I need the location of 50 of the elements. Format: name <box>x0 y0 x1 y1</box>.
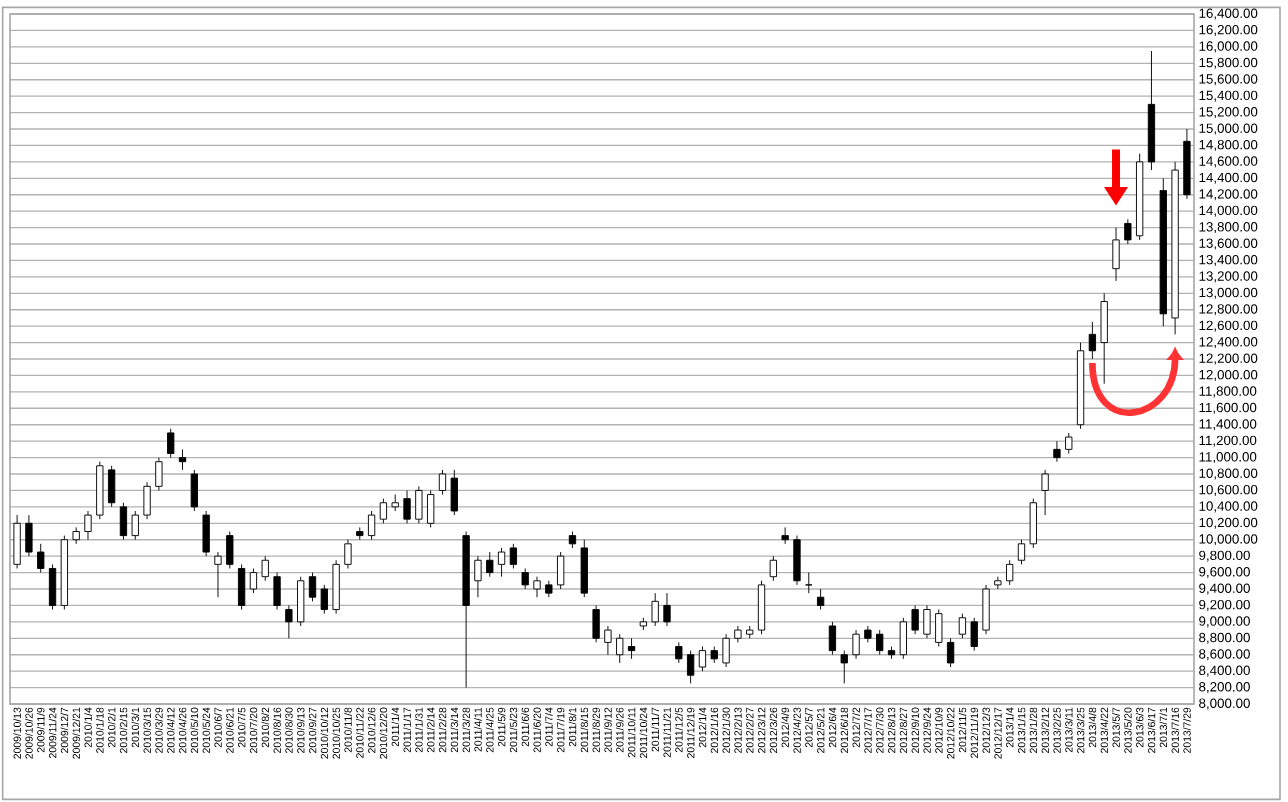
candlestick <box>486 551 494 578</box>
candlestick <box>356 526 364 541</box>
candlestick <box>415 485 423 524</box>
candlestick <box>923 604 931 639</box>
candlestick <box>178 448 187 471</box>
candlestick <box>1088 321 1097 360</box>
candlestick <box>1112 227 1120 282</box>
candlestick <box>604 625 612 656</box>
candlestick <box>155 457 163 491</box>
candlestick <box>616 633 624 664</box>
candlestick <box>344 539 352 569</box>
candlestick <box>994 576 1002 590</box>
candlestick <box>84 510 92 541</box>
candlestick <box>462 531 470 689</box>
candlestick <box>816 588 825 611</box>
candlestick <box>793 535 801 586</box>
candlestick <box>533 576 541 598</box>
candlestick <box>1041 469 1049 516</box>
candlestick <box>273 572 281 611</box>
candlestick <box>1100 292 1108 385</box>
candlestick <box>1183 128 1191 200</box>
candlestick <box>25 514 33 557</box>
candlestick <box>627 637 636 660</box>
candlestick <box>876 629 884 656</box>
candlestick <box>1171 161 1179 335</box>
candlestick <box>285 604 293 639</box>
candlestick <box>864 625 872 643</box>
candlestick <box>1053 440 1061 463</box>
candlestick <box>143 481 151 520</box>
candlestick <box>261 555 269 582</box>
candlestick <box>781 526 789 545</box>
candlestick <box>1006 559 1014 586</box>
candlestick <box>852 629 860 660</box>
candlestick <box>237 563 246 611</box>
candlestick <box>911 604 919 635</box>
candlestick <box>722 633 730 668</box>
candlestick <box>663 592 671 627</box>
candlestick <box>48 563 57 611</box>
candlestick <box>332 559 340 615</box>
candlestick <box>474 555 482 598</box>
candlestick <box>769 555 777 582</box>
candlestick <box>1159 177 1167 327</box>
candlestick <box>72 526 80 545</box>
candlestick <box>982 584 990 635</box>
candlestick <box>675 641 683 664</box>
candlestick <box>13 514 21 569</box>
candlestick <box>214 551 222 598</box>
candlestick <box>592 604 600 643</box>
candlestick <box>734 625 742 643</box>
candlestick <box>403 489 411 524</box>
